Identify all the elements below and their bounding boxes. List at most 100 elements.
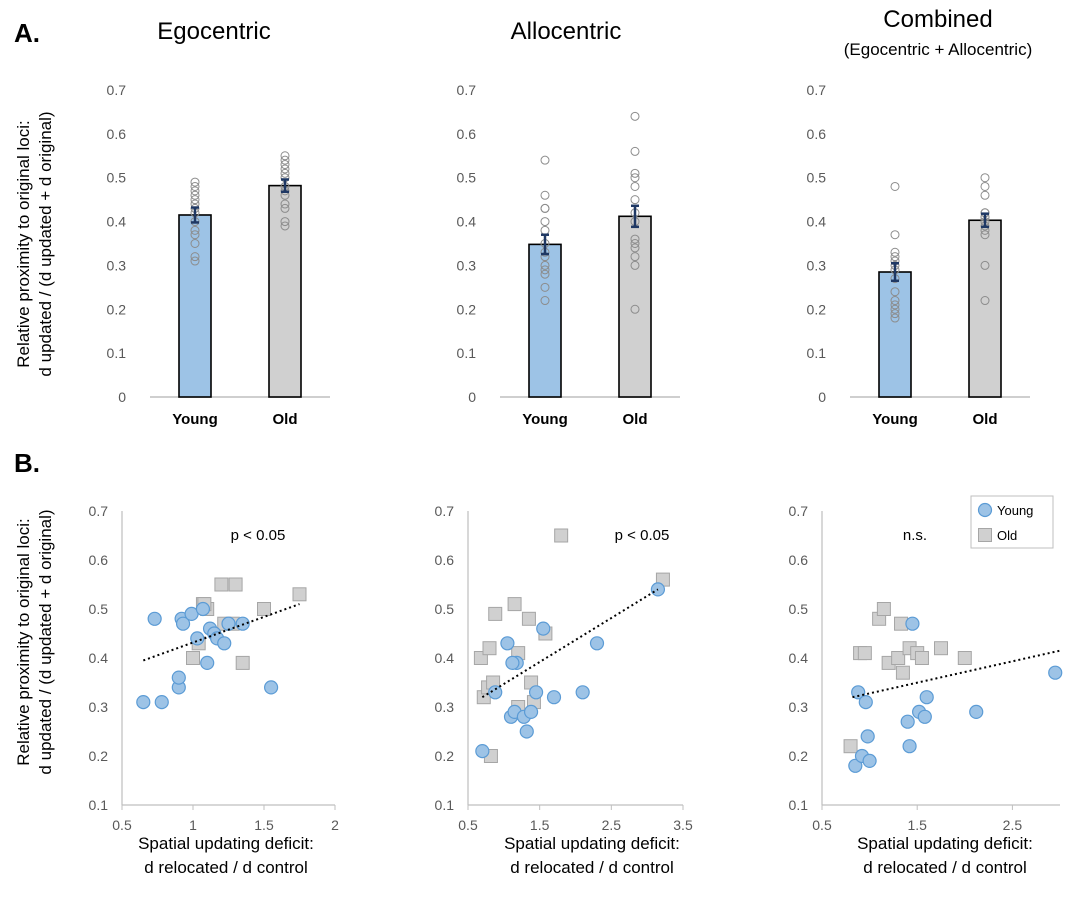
bar-chart-3-point-old-1 (980, 260, 990, 270)
bar-chart-2-point-old-0 (630, 304, 640, 314)
bar-chart-1-point-young-12 (190, 181, 200, 191)
bar-chart-2-ytick-4: 0.4 (457, 214, 477, 230)
bar-chart-2-point-old-8 (630, 195, 640, 205)
scatter-2-trendline (481, 588, 659, 699)
scatter-3-point-young-11 (919, 690, 934, 705)
scatter-2-xtick-2: 2.5 (602, 817, 622, 833)
bar-chart-1-bar-young (178, 214, 212, 398)
bar-chart-2-bar-young (528, 243, 562, 398)
scatter-3-point-young-7 (902, 739, 917, 754)
scatter-1-point-old-4 (214, 577, 229, 592)
scatter-2-annotation: p < 0.05 (615, 527, 670, 544)
scatter-1-point-young-3 (171, 670, 186, 685)
bar-chart-3-point-young-11 (890, 247, 900, 257)
bar-chart-2-point-old-2 (630, 252, 640, 262)
bar-chart-3-point-young-10 (890, 252, 900, 262)
scatter-1-xtick-1: 1 (189, 817, 197, 833)
bar-chart-2-point-old-3 (630, 243, 640, 253)
bar-chart-1-point-young-13 (190, 177, 200, 187)
bar-chart-1-point-old-9 (280, 164, 290, 174)
scatter-2-xtick-1: 1.5 (530, 817, 550, 833)
scatter-1-point-young-9 (200, 655, 215, 671)
scatter-2-point-old-14 (554, 528, 569, 543)
bar-chart-3-point-old-0 (980, 296, 990, 306)
scatter-1-point-old-8 (235, 655, 250, 670)
bar-chart-1-ytick-3: 0.3 (107, 257, 127, 273)
scatter-1-annotation: p < 0.05 (231, 527, 286, 544)
scatter-3-point-young-1 (851, 685, 866, 700)
bar-chart-2-category-young: Young (522, 411, 568, 428)
bar-chart-3-ytick-6: 0.6 (807, 126, 827, 142)
bar-chart-1-point-old-0 (280, 221, 290, 231)
scatter-3-xtick-2: 2.5 (1003, 817, 1023, 833)
bar-chart-2-point-young-13 (540, 155, 550, 165)
bar-chart-3-ytick-0: 0 (818, 389, 826, 405)
scatter-3-point-young-8 (905, 616, 920, 631)
bar-chart-2-point-old-9 (630, 181, 640, 191)
bar-chart-1-ytick-7: 0.7 (107, 82, 127, 98)
column-title-allocentric: Allocentric (510, 18, 622, 45)
bar-chart-3-point-young-1 (890, 309, 900, 319)
bar-chart-3-bar-young (878, 271, 912, 398)
bar-chart-1-ytick-4: 0.4 (107, 214, 127, 230)
column-title-combined: Combined (883, 6, 993, 33)
scatter-2-point-young-0 (475, 743, 490, 759)
scatter-1-trendline (142, 603, 300, 662)
bar-chart-2-point-old-13 (630, 111, 640, 121)
scatter-3-point-young-3 (858, 694, 873, 710)
bar-chart-2-point-young-3 (540, 265, 550, 275)
scatter-3-point-young-13 (1048, 665, 1063, 680)
bar-chart-1-bar-old (268, 184, 302, 398)
bar-chart-3-ytick-3: 0.3 (807, 257, 827, 273)
bar-chart-1-point-old-2 (280, 203, 290, 213)
scatter-3-point-old-4 (876, 602, 891, 616)
scatter-1-point-young-17 (147, 611, 162, 626)
bar-chart-1-point-young-0 (190, 256, 200, 266)
bar-chart-3-point-young-5 (890, 287, 900, 297)
bar-chart-1-point-young-11 (190, 186, 200, 196)
bar-chart-1-ytick-2: 0.2 (107, 301, 127, 317)
bar-chart-2-point-old-10 (630, 173, 640, 183)
column-subtitle-combined: (Egocentric + Allocentric) (843, 40, 1033, 59)
scatter-1-xtick-3: 2 (331, 817, 339, 833)
bar-chart-2-ytick-1: 0.1 (457, 345, 477, 361)
scatter-1-point-young-8 (195, 601, 211, 617)
bar-chart-1-point-old-3 (280, 199, 290, 209)
scatter-1-ytick-1: 0.2 (89, 748, 109, 764)
scatter-2-ytick-1: 0.2 (435, 748, 455, 764)
scatter-3-point-young-6 (900, 714, 915, 729)
scatter-1-ytick-5: 0.6 (89, 552, 109, 568)
scatter-1-point-young-1 (154, 694, 169, 710)
scatter-2-point-young-1 (488, 685, 503, 700)
scatter-2-point-old-10 (521, 611, 536, 626)
legend-marker-young (977, 502, 993, 518)
scatter-2-ytick-3: 0.4 (435, 650, 455, 666)
bar-chart-2-ytick-5: 0.5 (457, 170, 477, 186)
scatter-3-ytick-6: 0.7 (789, 503, 809, 519)
scatter-3-xtick-0: 0.5 (812, 817, 832, 833)
bar-chart-3-point-young-13 (890, 181, 900, 191)
scatter-2-point-young-11 (546, 690, 562, 705)
scatter-1-point-old-7 (228, 577, 243, 592)
scatter-2-point-young-15 (505, 655, 520, 671)
bar-chart-2-point-young-4 (540, 260, 550, 270)
bar-chart-3-category-old: Old (973, 411, 998, 428)
scatter-1-xtick-0: 0.5 (112, 817, 132, 833)
bar-chart-1-ytick-1: 0.1 (107, 345, 127, 361)
x-axis-label-b2-line1: Spatial updating deficit: (504, 834, 680, 853)
bar-chart-2-category-old: Old (623, 411, 648, 428)
bar-chart-2-point-old-4 (630, 239, 640, 248)
bar-chart-3-bar-old (968, 219, 1002, 398)
panel-label-b: B. (14, 448, 40, 478)
bar-chart-2-ytick-7: 0.7 (457, 82, 477, 98)
scatter-3-point-young-10 (917, 709, 932, 724)
scatter-2-point-young-2 (500, 636, 515, 651)
bar-chart-3-ytick-1: 0.1 (807, 345, 827, 361)
bar-chart-2-point-young-1 (540, 282, 550, 292)
scatter-1-point-old-0 (186, 651, 200, 665)
scatter-3-trendline (852, 649, 1061, 699)
bar-chart-2-point-old-11 (630, 168, 640, 178)
bar-chart-1-category-young: Young (172, 411, 218, 428)
scatter-2-point-young-8 (523, 704, 539, 720)
